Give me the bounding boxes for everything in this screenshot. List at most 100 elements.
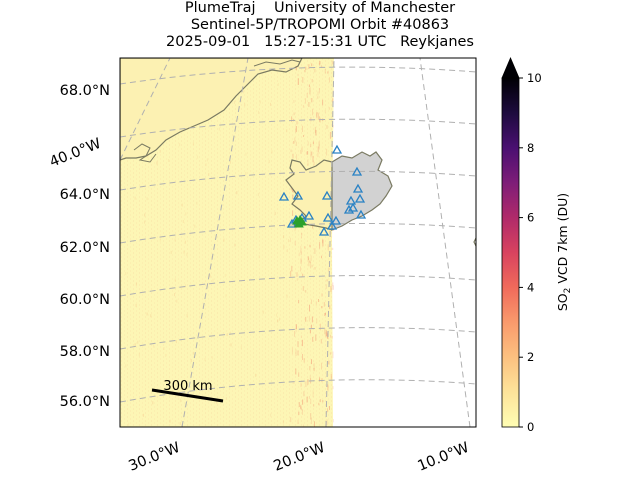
swath-streak xyxy=(325,284,327,289)
title-line-3: 2025-09-01 15:27-15:31 UTC Reykjanes xyxy=(166,34,474,50)
swath-streak xyxy=(159,149,161,153)
swath-streak xyxy=(306,93,308,98)
volcano-marker xyxy=(354,193,366,203)
gridline-lon-30 xyxy=(181,58,249,427)
swath-streak xyxy=(326,331,328,336)
swath-streak xyxy=(324,109,326,113)
lon-label-20w: 20.0°W xyxy=(272,440,328,475)
swath-streak xyxy=(204,358,206,361)
gridline-lon-20 xyxy=(325,58,335,427)
swath-streak xyxy=(329,352,331,355)
swath-streak xyxy=(322,99,324,106)
swath-streak xyxy=(328,107,330,110)
gridline-lon-10 xyxy=(419,58,471,427)
swath-streak xyxy=(206,158,208,162)
reykjanes-vent-marker xyxy=(292,214,307,228)
gridline-lat-58 xyxy=(120,327,476,350)
swath-streak xyxy=(319,399,321,403)
swath-streak xyxy=(179,143,181,147)
swath-streak xyxy=(128,422,130,426)
swath-streak xyxy=(211,356,213,360)
swath-streak xyxy=(304,70,306,73)
swath-streak xyxy=(290,270,292,277)
swath-streak xyxy=(271,150,273,154)
swath-streak xyxy=(310,117,312,122)
swath-streak xyxy=(294,241,296,246)
swath-streak xyxy=(302,105,304,108)
gridline-lat-66 xyxy=(120,118,476,138)
swath-streak xyxy=(292,153,294,159)
swath-streak xyxy=(262,310,264,314)
active-vent-marker xyxy=(294,218,304,228)
swath-streak xyxy=(181,203,183,207)
swath-streak xyxy=(258,110,259,114)
swath-streak xyxy=(293,112,295,116)
swath-streak xyxy=(277,319,279,323)
swath-streak xyxy=(236,191,238,195)
swath-streak xyxy=(332,351,334,359)
swath-streak xyxy=(295,64,297,71)
swath-streak xyxy=(268,160,270,163)
swath-streak xyxy=(300,335,302,338)
swath-streak xyxy=(125,364,127,368)
swath-streak xyxy=(184,240,186,244)
swath-streak xyxy=(307,141,309,146)
swath-streak xyxy=(297,350,299,356)
swath-streak xyxy=(309,375,311,380)
swath-streak xyxy=(305,381,307,387)
swath-streak xyxy=(257,193,259,197)
swath-streak xyxy=(177,394,179,398)
swath-streak xyxy=(138,353,140,357)
swath-streak xyxy=(331,336,333,339)
norway-coast xyxy=(473,237,476,247)
swath-streak xyxy=(318,141,320,149)
swath-streak xyxy=(300,245,302,253)
swath-streak xyxy=(309,304,310,312)
swath-streak xyxy=(225,294,227,298)
swath-streak xyxy=(296,278,298,281)
swath-streak xyxy=(312,336,314,342)
swath-streak xyxy=(315,129,317,136)
swath-streak xyxy=(212,278,214,282)
swath-streak xyxy=(321,362,322,370)
title-line-1: PlumeTraj University of Manchester xyxy=(184,0,456,16)
swath-streak xyxy=(322,400,324,403)
colorbar-label-so: SO xyxy=(555,293,570,311)
swath-streak xyxy=(317,146,319,153)
greenland-coast-detail xyxy=(253,59,301,67)
volcano-marker xyxy=(292,190,304,200)
swath-streak xyxy=(240,345,242,349)
swath-streak xyxy=(163,347,165,350)
swath-streak xyxy=(311,417,312,425)
swath-streak xyxy=(286,249,288,253)
swath-streak xyxy=(125,272,127,275)
volcano-marker xyxy=(347,202,359,212)
swath-streak xyxy=(301,146,303,153)
swath-streak xyxy=(309,260,311,263)
colorbar-extend-arrow xyxy=(501,56,520,79)
swath-streak xyxy=(307,379,309,385)
swath-streak xyxy=(316,112,318,118)
swath-streak xyxy=(258,255,260,259)
swath-streak xyxy=(224,273,226,277)
swath-streak xyxy=(308,64,310,70)
lon-label-10w: 10.0°W xyxy=(416,440,472,475)
swath-streak xyxy=(234,243,236,247)
swath-streak xyxy=(190,359,192,363)
swath-streak xyxy=(303,135,304,137)
swath-streak xyxy=(319,61,321,66)
volcano-marker xyxy=(331,144,343,154)
lon-label-30w: 30.0°W xyxy=(127,440,183,475)
swath-streak xyxy=(307,158,309,164)
swath-streak xyxy=(303,358,305,363)
swath-streak xyxy=(298,402,300,407)
swath-streak xyxy=(329,406,330,410)
greenland-coast xyxy=(120,58,303,161)
swath-streak xyxy=(144,220,146,224)
swath-streak xyxy=(168,159,170,162)
swath-streak xyxy=(185,212,187,216)
swath-streak xyxy=(300,266,301,272)
swath-streak xyxy=(308,84,310,87)
